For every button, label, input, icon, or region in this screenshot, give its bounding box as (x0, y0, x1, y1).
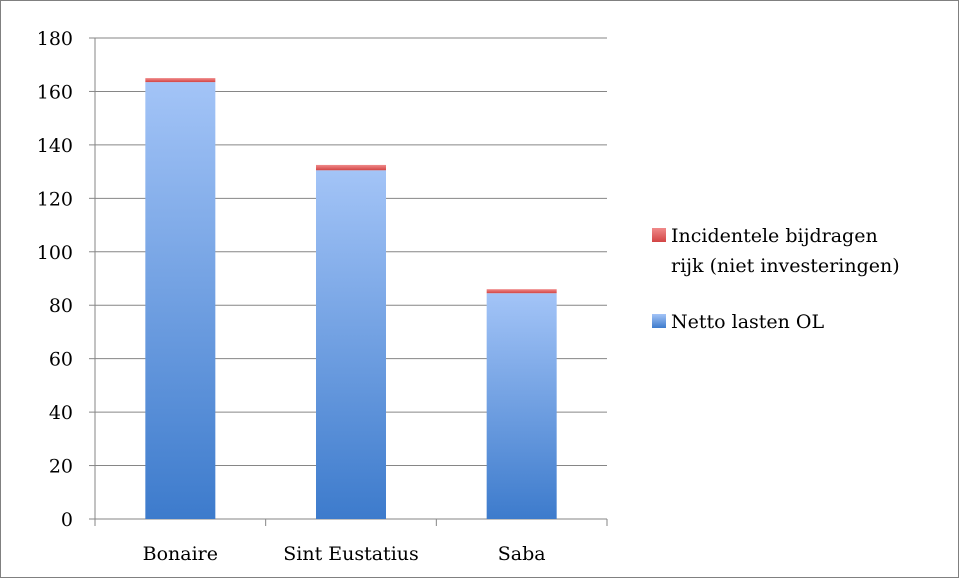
y-tick-label: 0 (61, 509, 73, 531)
legend: Incidentele bijdragen rijk (niet invester… (652, 225, 900, 333)
legend-swatch (652, 228, 666, 242)
legend-label: Incidentele bijdragen (671, 225, 878, 247)
y-tick-label: 180 (37, 28, 73, 50)
legend-label: rijk (niet investeringen) (671, 255, 900, 277)
legend-swatch (652, 314, 666, 328)
y-tick-label: 20 (49, 456, 73, 478)
y-tick-label: 120 (37, 188, 73, 210)
y-tick-label: 100 (37, 242, 73, 264)
x-category-label: Sint Eustatius (283, 543, 419, 565)
bar-segment-netto-lasten (316, 170, 386, 519)
y-tick-label: 160 (37, 81, 73, 103)
bars (145, 78, 557, 519)
y-tick-label: 60 (49, 349, 73, 371)
x-category-label: Saba (498, 543, 546, 565)
bar-segment-incidentele-bijdragen (145, 78, 216, 83)
bar-segment-incidentele-bijdragen (316, 164, 386, 171)
legend-label: Netto lasten OL (671, 311, 825, 333)
y-tick-label: 140 (37, 135, 73, 157)
bar-segment-incidentele-bijdragen (486, 289, 557, 294)
bar-segment-netto-lasten (145, 82, 216, 519)
bar-segment-netto-lasten (486, 293, 557, 519)
axis-labels: 0 20 40 60 80 100 120 140 160 180 Bonaire Sint Eust… (37, 28, 546, 565)
x-category-label: Bonaire (143, 543, 218, 565)
y-tick-label: 80 (49, 295, 73, 317)
y-tick-label: 40 (49, 402, 73, 424)
